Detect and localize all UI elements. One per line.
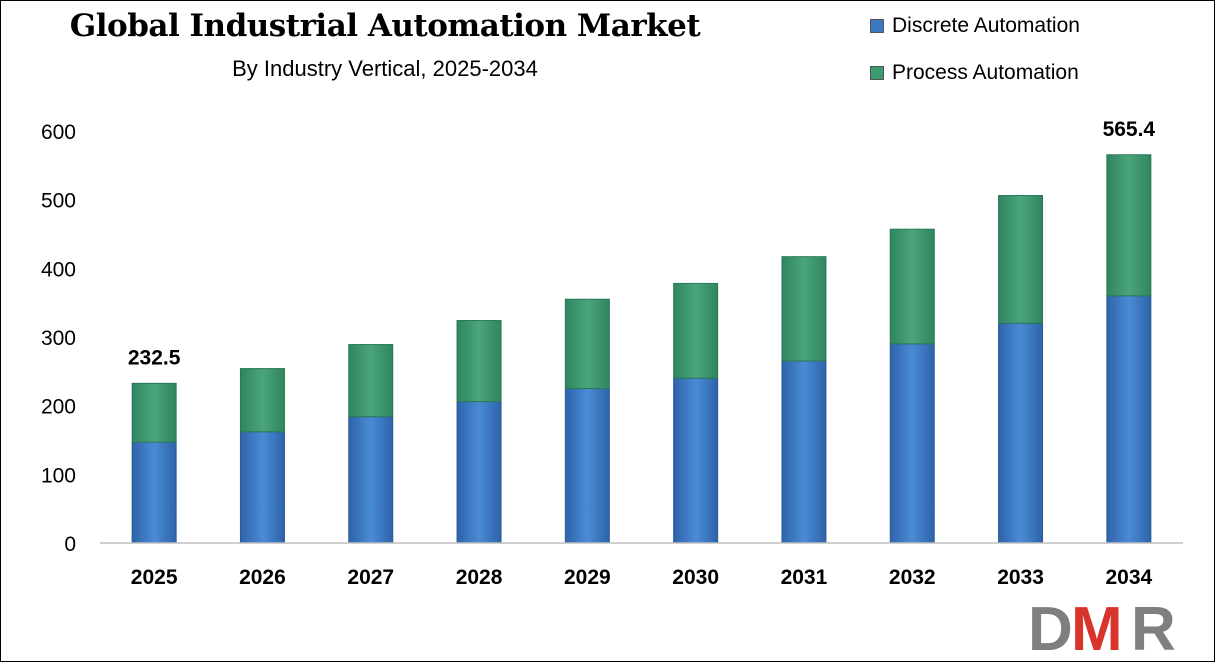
y-tick-label: 600 (41, 121, 76, 144)
bar-discrete-2033 (998, 322, 1044, 544)
legend-swatch-discrete (870, 19, 884, 33)
chart-subtitle: By Industry Vertical, 2025-2034 (232, 56, 538, 81)
legend-item-discrete: Discrete Automation (870, 12, 1080, 40)
y-tick-label: 200 (41, 396, 76, 419)
legend-item-process: Process Automation (870, 59, 1080, 87)
x-tick-label: 2028 (456, 566, 503, 589)
bar-process-2025 (131, 382, 177, 443)
bar-process-2027 (348, 344, 394, 418)
legend: Discrete Automation Process Automation (870, 12, 1080, 106)
bar-discrete-2028 (456, 401, 502, 544)
bar-process-2026 (239, 368, 285, 433)
bar-discrete-2030 (673, 377, 719, 544)
logo-letter-d: D (1028, 598, 1073, 658)
x-tick-label: 2031 (781, 566, 828, 589)
bar-process-2034 (1106, 154, 1152, 297)
chart-title: Global Industrial Automation Market (69, 8, 701, 44)
y-tick-label: 100 (41, 464, 76, 487)
bar-discrete-2025 (131, 441, 177, 544)
data-labels: 232.5 565.4 (128, 118, 1156, 370)
bar-discrete-2032 (889, 343, 935, 544)
bar-process-2032 (889, 228, 935, 345)
x-tick-label: 2029 (564, 566, 611, 589)
legend-swatch-process (870, 66, 884, 80)
bar-discrete-2034 (1106, 295, 1152, 544)
x-tick-label: 2026 (239, 566, 286, 589)
y-axis: 0 100 200 300 400 500 600 (41, 121, 76, 556)
bar-process-2030 (673, 282, 719, 379)
logo-letter-m: M (1071, 598, 1123, 658)
bar-discrete-2027 (348, 416, 394, 544)
data-label-2034: 565.4 (1103, 118, 1156, 141)
bar-discrete-2031 (781, 360, 827, 544)
x-tick-label: 2034 (1105, 566, 1152, 589)
x-axis: 2025 2026 2027 2028 2029 2030 2031 2032 2033 2034 (100, 542, 1183, 589)
legend-label-discrete: Discrete Automation (892, 14, 1080, 37)
bar-discrete-2026 (239, 431, 285, 544)
bar-process-2031 (781, 256, 827, 362)
x-tick-label: 2027 (347, 566, 394, 589)
legend-label-process: Process Automation (892, 61, 1079, 84)
y-tick-label: 500 (41, 190, 76, 213)
bar-process-2033 (998, 195, 1044, 324)
bar-process-2029 (564, 298, 610, 390)
y-tick-label: 400 (41, 258, 76, 281)
y-tick-label: 0 (64, 533, 76, 556)
x-tick-label: 2032 (889, 566, 936, 589)
data-label-2025: 232.5 (128, 346, 181, 369)
bar-process-2028 (456, 320, 502, 403)
logo-letter-r: R (1131, 598, 1176, 658)
bars-group (131, 154, 1152, 544)
x-tick-label: 2033 (997, 566, 1044, 589)
bar-discrete-2029 (564, 388, 610, 544)
dmr-logo: D M R (1028, 598, 1176, 658)
x-tick-label: 2025 (131, 566, 178, 589)
y-tick-label: 300 (41, 327, 76, 350)
x-tick-label: 2030 (672, 566, 719, 589)
